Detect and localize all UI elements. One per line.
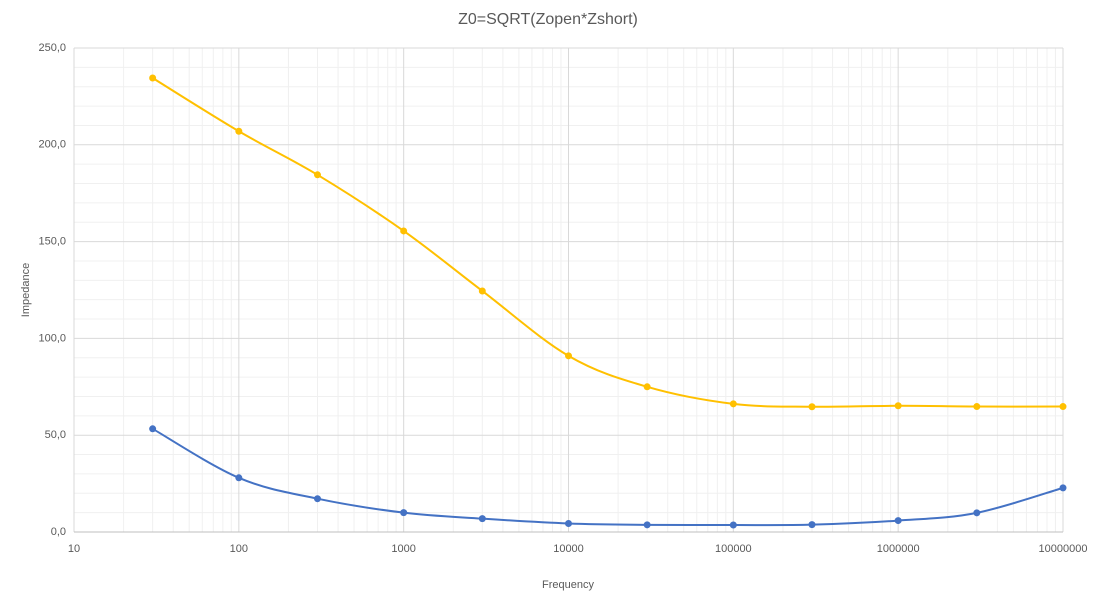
data-point [565, 519, 572, 527]
data-point [400, 509, 408, 517]
y-tick-label: 200,0 [38, 139, 66, 151]
data-point [149, 425, 157, 433]
x-tick-label: 100000 [715, 543, 752, 555]
y-tick-label: 0,0 [51, 526, 66, 538]
data-point [973, 403, 981, 411]
chart-title: Z0=SQRT(Zopen*Zshort) [458, 11, 638, 28]
x-axis-label: Frequency [542, 579, 594, 591]
y-tick-label: 50,0 [45, 429, 66, 441]
y-tick-label: 150,0 [38, 236, 66, 248]
x-tick-label: 10 [68, 543, 80, 555]
y-tick-label: 100,0 [38, 332, 66, 344]
x-tick-label: 1000 [391, 543, 415, 555]
data-point [643, 521, 651, 529]
series-line [152, 427, 1064, 527]
data-point [894, 517, 902, 525]
x-tick-label: 10000000 [1039, 543, 1088, 555]
data-point [894, 402, 902, 410]
data-point [1059, 484, 1067, 492]
data-point [565, 352, 572, 360]
data-point [643, 383, 651, 391]
data-point [149, 74, 157, 82]
data-point [235, 127, 243, 135]
data-point [313, 495, 321, 503]
data-point [478, 515, 486, 523]
data-point [1059, 403, 1067, 411]
data-point [313, 171, 321, 179]
data-point [973, 509, 981, 517]
y-axis-label: Impedance [20, 263, 32, 317]
data-point [729, 400, 737, 408]
x-tick-label: 100 [230, 543, 248, 555]
data-point [729, 521, 737, 529]
data-point [808, 521, 816, 529]
y-tick-label: 250,0 [38, 42, 66, 54]
data-point [400, 227, 408, 235]
x-tick-label: 1000000 [877, 543, 920, 555]
data-point [808, 403, 816, 411]
data-point [478, 287, 486, 295]
x-tick-label: 10000 [553, 543, 584, 555]
data-point [235, 474, 243, 482]
